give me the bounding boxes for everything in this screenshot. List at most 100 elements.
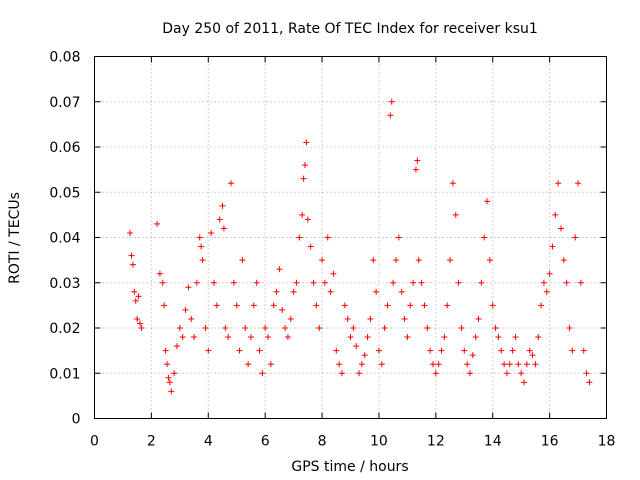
data-point [563, 279, 570, 286]
data-point [472, 334, 479, 341]
data-point [216, 216, 223, 223]
data-point [414, 157, 421, 164]
data-point [179, 334, 186, 341]
data-point [395, 234, 402, 241]
y-axis-ticks: 0 0.01 0.02 0.03 0.04 0.05 0.06 0.07 0.08 [49, 50, 607, 428]
data-point [484, 198, 491, 205]
data-point [538, 302, 545, 309]
data-point [549, 243, 556, 250]
data-point [495, 334, 502, 341]
data-point [452, 211, 459, 218]
data-point [424, 325, 431, 331]
data-point [367, 315, 374, 322]
data-point [498, 347, 505, 354]
data-point [546, 270, 553, 277]
data-point [552, 211, 559, 218]
data-point [284, 334, 291, 341]
y-tick-label: 0.08 [49, 50, 80, 66]
data-point [523, 361, 530, 368]
data-point [166, 379, 173, 386]
data-point [381, 325, 388, 331]
data-point [464, 361, 471, 368]
data-point [353, 343, 360, 350]
data-point [404, 334, 411, 341]
data-point [429, 361, 436, 368]
data-point [529, 352, 536, 359]
data-point [438, 347, 445, 354]
data-point [575, 180, 582, 187]
x-tick-label: 6 [261, 434, 270, 450]
x-axis-ticks: 0 2 4 6 8 10 12 14 16 18 [90, 56, 615, 450]
data-point [512, 334, 519, 341]
data-point [418, 279, 425, 286]
data-point [393, 257, 400, 264]
data-point [304, 216, 311, 223]
data-point [540, 279, 547, 286]
data-point [222, 325, 229, 331]
data-point [526, 347, 533, 354]
x-tick-label: 4 [204, 434, 213, 450]
data-point [267, 361, 274, 368]
data-point [168, 388, 175, 395]
data-point [310, 279, 317, 286]
data-point [164, 361, 171, 368]
x-axis-label: GPS time / hours [291, 459, 408, 475]
data-point [435, 361, 442, 368]
data-point [259, 370, 266, 377]
data-point [356, 370, 363, 377]
data-point [301, 162, 308, 169]
chart-title: Day 250 of 2011, Rate Of TEC Index for r… [162, 21, 538, 37]
data-point [300, 175, 307, 182]
data-point [287, 315, 294, 322]
x-tick-label: 2 [147, 434, 156, 450]
data-point [341, 302, 348, 309]
data-point [401, 315, 408, 322]
data-point [198, 243, 205, 250]
data-point [388, 98, 395, 105]
data-point [182, 306, 189, 313]
y-tick-label: 0.07 [49, 95, 80, 111]
data-point [208, 229, 215, 236]
data-point [373, 288, 380, 295]
data-point [299, 211, 306, 218]
x-tick-label: 8 [318, 434, 327, 450]
y-axis-label: ROTI / TECUs [7, 192, 23, 284]
data-point [560, 257, 567, 264]
y-tick-label: 0.01 [49, 366, 80, 382]
data-point [185, 284, 192, 291]
data-point [384, 302, 391, 309]
data-point [188, 315, 195, 322]
data-point [242, 325, 249, 331]
data-point [432, 370, 439, 377]
data-point [447, 257, 454, 264]
data-point [577, 279, 584, 286]
data-point [134, 315, 141, 322]
data-point [219, 202, 226, 209]
data-point [176, 325, 183, 331]
data-point [569, 347, 576, 354]
x-tick-label: 12 [427, 434, 445, 450]
data-point [350, 325, 357, 331]
data-point [421, 302, 428, 309]
data-point [159, 279, 166, 286]
data-point [410, 279, 417, 286]
y-tick-label: 0.06 [49, 140, 80, 156]
data-point [449, 180, 456, 187]
data-point [253, 279, 260, 286]
data-point [313, 302, 320, 309]
data-point [583, 370, 590, 377]
data-point [230, 279, 237, 286]
data-point [138, 325, 145, 331]
data-point [161, 302, 168, 309]
data-point [319, 257, 326, 264]
data-point [580, 347, 587, 354]
data-point [303, 139, 310, 146]
data-point [245, 361, 252, 368]
data-point [566, 325, 573, 331]
data-point [225, 334, 232, 341]
data-point [461, 347, 468, 354]
data-point [173, 343, 180, 350]
data-point [316, 325, 323, 331]
data-point [213, 302, 220, 309]
data-point [338, 370, 345, 377]
